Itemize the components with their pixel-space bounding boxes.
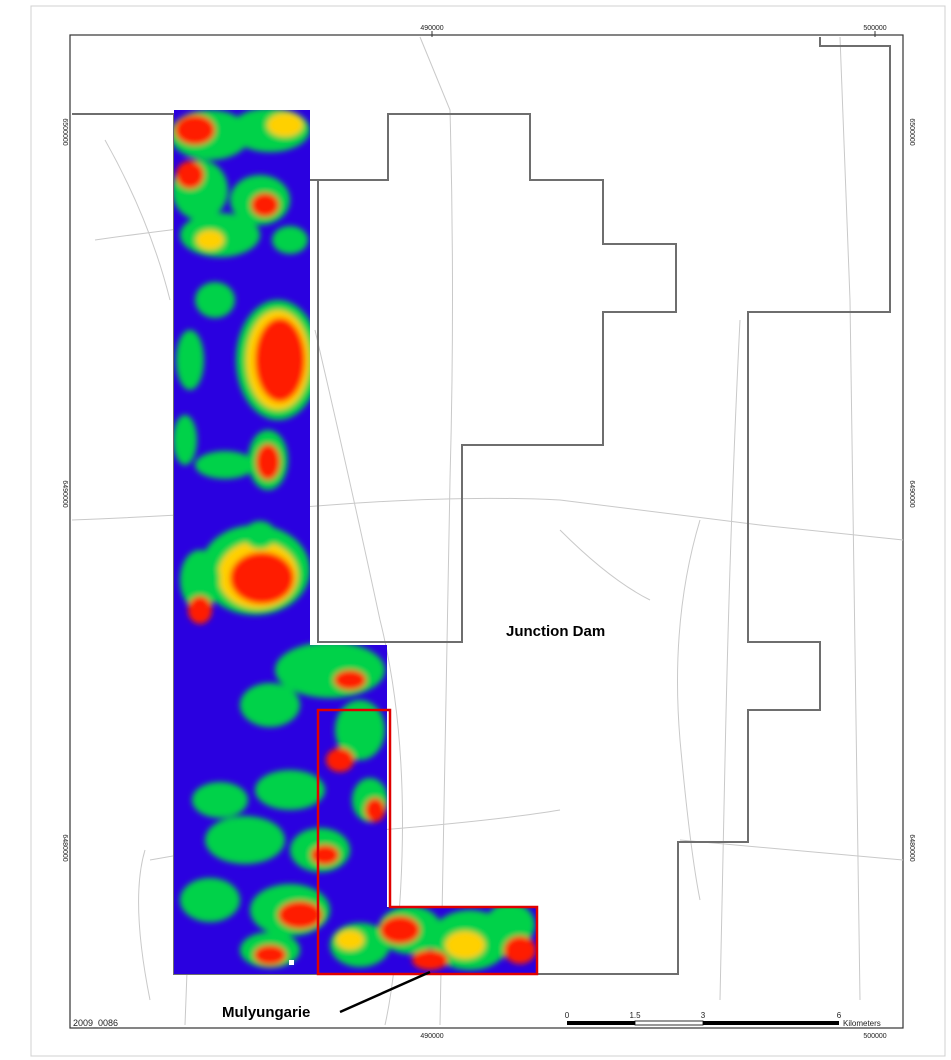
mulyungarie-boundary	[316, 708, 539, 976]
map-id-label: 2009_0086	[73, 1018, 118, 1028]
coord-right-6490000: 6490000	[908, 480, 915, 507]
coord-left-6480000: 6480000	[61, 834, 68, 861]
road-line	[679, 839, 904, 861]
road-line	[419, 36, 453, 1026]
scale-bar: 0 1.5 3 6 Kilometers	[565, 1011, 881, 1028]
road-line	[719, 319, 741, 1001]
mulyungarie-label: Mulyungarie	[222, 1004, 310, 1021]
road-line	[559, 529, 651, 601]
coord-right-6480000: 6480000	[908, 834, 915, 861]
coord-left-6500000: 6500000	[61, 118, 68, 145]
coord-right-6500000: 6500000	[908, 118, 915, 145]
scale-tick-1-5: 1.5	[629, 1011, 641, 1020]
survey-marker	[289, 960, 294, 965]
road-line	[839, 36, 861, 1001]
scale-tick-0: 0	[565, 1011, 570, 1020]
coord-left-6490000: 6490000	[61, 480, 68, 507]
road-line	[104, 139, 171, 301]
junction-dam-label: Junction Dam	[506, 623, 605, 640]
scale-tick-6: 6	[837, 1011, 842, 1020]
tenement-boundary	[310, 113, 677, 643]
mulyungarie-leader-line	[339, 970, 431, 1014]
page-border	[30, 5, 946, 1057]
coord-top-490000: 490000	[420, 25, 443, 32]
road-line	[677, 519, 701, 901]
road-line	[138, 849, 151, 1001]
scale-unit-label: Kilometers	[843, 1019, 881, 1028]
coord-top-500000: 500000	[863, 25, 886, 32]
coord-bottom-500000: 500000	[863, 1033, 886, 1040]
scale-tick-3: 3	[701, 1011, 706, 1020]
coord-bottom-490000: 490000	[420, 1033, 443, 1040]
